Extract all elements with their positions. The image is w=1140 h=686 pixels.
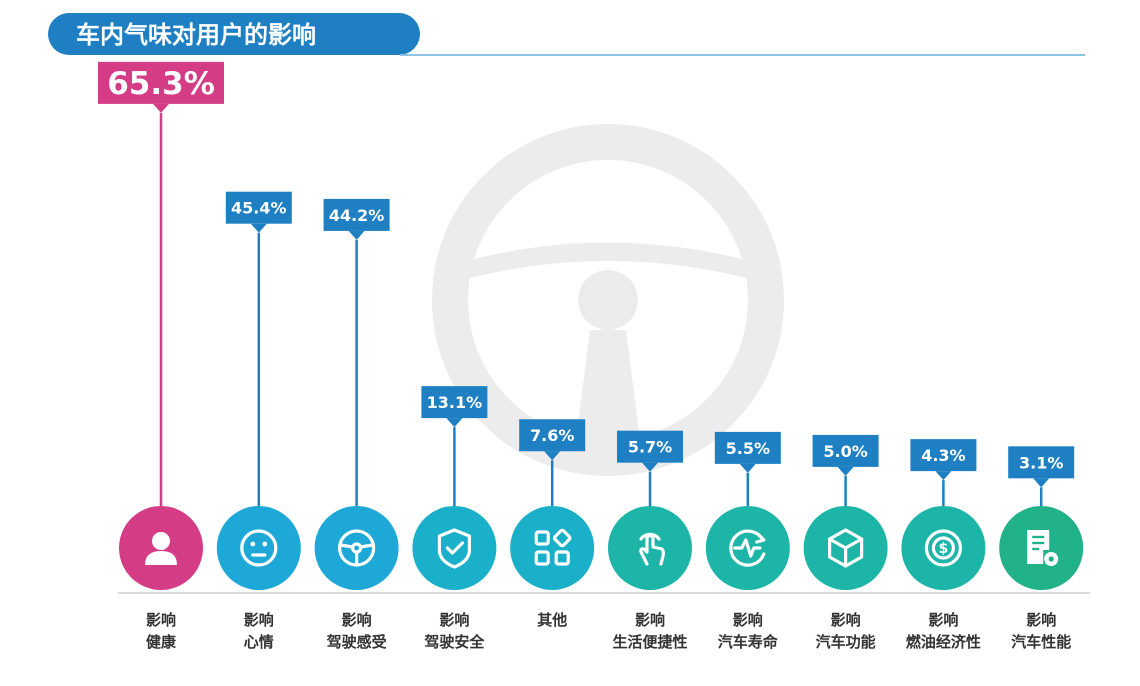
category-circle-4 (412, 506, 497, 590)
category-label-5-line-1: 其他 (537, 611, 567, 629)
value-label-5: 7.6% (530, 426, 574, 445)
category-circle-3 (314, 506, 399, 590)
value-label-7: 5.5% (726, 439, 770, 458)
value-label-box-4 (421, 386, 488, 419)
value-label-9: 4.3% (921, 446, 965, 465)
category-label-4-line-2: 驾驶安全 (424, 633, 485, 651)
category-circle-2 (216, 506, 301, 590)
value-label-8: 5.0% (823, 442, 867, 461)
shield-check-icon (437, 528, 471, 569)
category-label-2-line-1: 影响 (244, 611, 274, 629)
value-label-pointer-10 (1033, 478, 1050, 488)
value-label-pointer-3 (348, 230, 365, 240)
cube-icon (828, 528, 864, 568)
value-label-pointer-4 (446, 418, 463, 428)
value-label-box-10 (1008, 446, 1075, 479)
category-label-7-line-1: 影响 (733, 611, 763, 629)
category-label-6-line-1: 影响 (635, 611, 665, 629)
category-circle-9 (901, 506, 986, 590)
heartbeat-icon (729, 529, 766, 567)
touch-hand-icon (639, 532, 665, 566)
value-label-box-3 (323, 198, 390, 231)
background-steering-wheel-icon (432, 124, 784, 476)
value-label-box-2 (225, 191, 292, 224)
category-label-8-line-2: 汽车功能 (816, 633, 876, 651)
value-label-pointer-8 (837, 466, 854, 476)
value-label-pointer-1 (153, 103, 169, 113)
category-label-3-line-1: 影响 (342, 611, 372, 629)
steering-wheel-icon (338, 529, 376, 567)
apps-icon (534, 528, 572, 566)
value-label-pointer-2 (250, 223, 267, 233)
category-label-10-line-2: 汽车性能 (1011, 633, 1071, 651)
value-label-3: 44.2% (329, 206, 385, 225)
value-label-box-1 (98, 61, 224, 104)
person-icon (145, 532, 177, 565)
document-gear-icon (1027, 530, 1059, 566)
value-label-pointer-9 (935, 471, 952, 481)
value-label-box-7 (714, 431, 781, 464)
value-label-pointer-6 (642, 462, 658, 472)
value-label-box-8 (812, 434, 879, 467)
page-title: 车内气味对用户的影响 (76, 21, 316, 49)
category-label-8-line-1: 影响 (831, 611, 861, 629)
coin-icon: $ (924, 529, 963, 567)
category-label-3-line-2: 驾驶感受 (327, 633, 387, 651)
value-label-pointer-5 (544, 451, 561, 461)
value-label-pointer-7 (739, 463, 756, 473)
svg-text:$: $ (939, 541, 949, 557)
category-circle-6 (608, 506, 692, 590)
value-label-1: 65.3% (107, 66, 215, 102)
category-label-4-line-1: 影响 (439, 611, 469, 629)
category-label-2-line-2: 心情 (244, 633, 274, 651)
value-label-2: 45.4% (231, 199, 287, 218)
title-pill: 车内气味对用户的影响 (48, 13, 420, 55)
value-label-4: 13.1% (427, 393, 483, 412)
value-label-box-6 (617, 430, 683, 463)
category-label-6-line-2: 生活便捷性 (612, 633, 687, 651)
category-label-1-line-2: 健康 (146, 633, 177, 651)
category-label-9-line-1: 影响 (928, 611, 958, 629)
smiley-icon (240, 529, 278, 567)
value-label-6: 5.7% (628, 438, 672, 457)
value-label-box-9 (910, 439, 977, 472)
category-label-9-line-2: 燃油经济性 (906, 633, 981, 651)
category-label-10-line-1: 影响 (1026, 611, 1056, 629)
category-circle-5 (510, 506, 595, 590)
category-label-7-line-2: 汽车寿命 (718, 633, 779, 651)
category-label-1-line-1: 影响 (146, 611, 176, 629)
value-label-10: 3.1% (1019, 453, 1063, 472)
value-label-box-5 (519, 419, 586, 452)
